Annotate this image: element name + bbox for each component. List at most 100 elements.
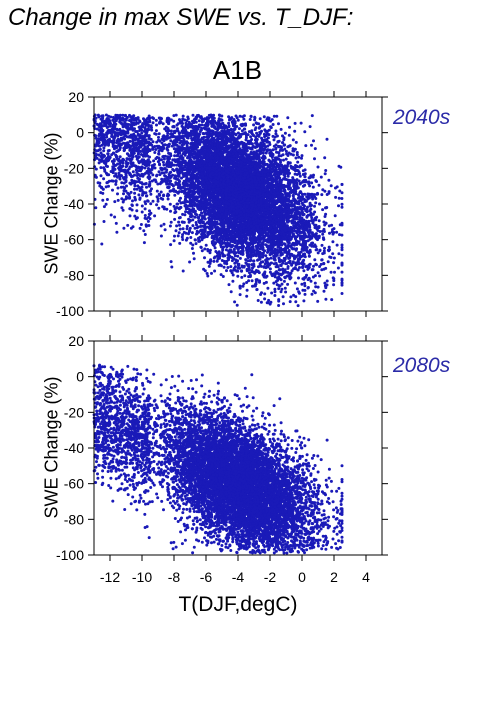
data-point (334, 195, 338, 199)
scenario-title: A1B (212, 55, 263, 85)
data-point (178, 118, 181, 122)
data-point (298, 174, 302, 178)
data-point (231, 279, 235, 283)
data-point (273, 294, 277, 297)
data-point (284, 157, 288, 161)
data-point (193, 238, 197, 242)
data-point (106, 149, 110, 153)
data-point (340, 182, 344, 186)
data-point (197, 119, 201, 123)
data-point (281, 153, 285, 157)
data-point (135, 209, 139, 213)
data-point (99, 166, 103, 170)
data-point (272, 281, 276, 285)
data-point (262, 115, 266, 119)
data-point (191, 113, 195, 117)
data-point (340, 243, 344, 247)
data-point (301, 288, 305, 292)
data-point (337, 252, 341, 256)
data-point (181, 227, 185, 231)
data-point (156, 182, 160, 186)
data-point (193, 215, 197, 219)
data-point (188, 260, 192, 264)
data-point (155, 140, 159, 144)
data-point (243, 127, 247, 131)
data-point (241, 284, 245, 288)
data-point (340, 277, 344, 281)
data-point (144, 202, 148, 206)
data-point (133, 214, 137, 218)
data-point (137, 193, 141, 197)
data-point (254, 137, 258, 141)
data-point (145, 185, 148, 189)
data-point (113, 200, 117, 204)
data-point (323, 215, 327, 218)
data-point (191, 224, 195, 228)
data-point (135, 216, 139, 220)
data-point (254, 121, 258, 125)
data-point (236, 254, 240, 258)
data-point (126, 223, 130, 227)
data-point (301, 265, 305, 269)
data-point (295, 287, 299, 291)
data-point (247, 130, 251, 134)
data-point (225, 269, 228, 273)
data-point (226, 266, 230, 269)
data-point (178, 241, 182, 245)
data-point (173, 154, 177, 158)
data-point (203, 127, 207, 131)
data-point (143, 233, 147, 236)
data-point (109, 213, 113, 217)
data-point (331, 252, 335, 256)
data-point (177, 190, 181, 194)
data-point (315, 215, 319, 219)
data-point (193, 226, 197, 230)
data-point (158, 173, 162, 177)
data-point (280, 287, 284, 291)
data-point (190, 231, 194, 235)
data-point (113, 215, 117, 219)
data-point (335, 243, 339, 247)
data-point (325, 137, 329, 141)
data-point (97, 153, 101, 157)
data-point (159, 224, 163, 228)
data-point (156, 199, 160, 203)
data-point (340, 253, 344, 257)
data-point (250, 142, 254, 146)
data-point (291, 138, 295, 142)
data-point (197, 239, 201, 243)
data-point (256, 299, 260, 302)
data-point (187, 220, 191, 224)
data-point (200, 211, 204, 215)
data-point (332, 283, 336, 287)
data-point (319, 175, 323, 179)
data-point (316, 299, 320, 303)
period-label-2040s: 2040s (393, 106, 451, 129)
data-point (279, 127, 283, 131)
data-point (218, 114, 222, 117)
data-point (162, 222, 166, 226)
data-point (238, 114, 242, 118)
data-point (340, 270, 344, 274)
data-point (340, 197, 344, 200)
data-point (268, 302, 272, 306)
data-point (233, 254, 237, 258)
data-point (94, 206, 98, 210)
data-point (212, 259, 216, 263)
data-point (105, 198, 109, 201)
data-point (140, 185, 144, 189)
data-point (157, 135, 160, 139)
data-point (266, 286, 270, 290)
data-point (328, 231, 331, 235)
data-point (189, 215, 193, 219)
data-point (120, 206, 124, 210)
data-point (192, 251, 195, 255)
data-point (177, 231, 181, 235)
data-point (166, 143, 170, 147)
data-point (168, 224, 172, 228)
data-point (177, 199, 181, 203)
data-point (324, 212, 328, 216)
data-point (222, 245, 226, 249)
data-point (290, 229, 294, 233)
